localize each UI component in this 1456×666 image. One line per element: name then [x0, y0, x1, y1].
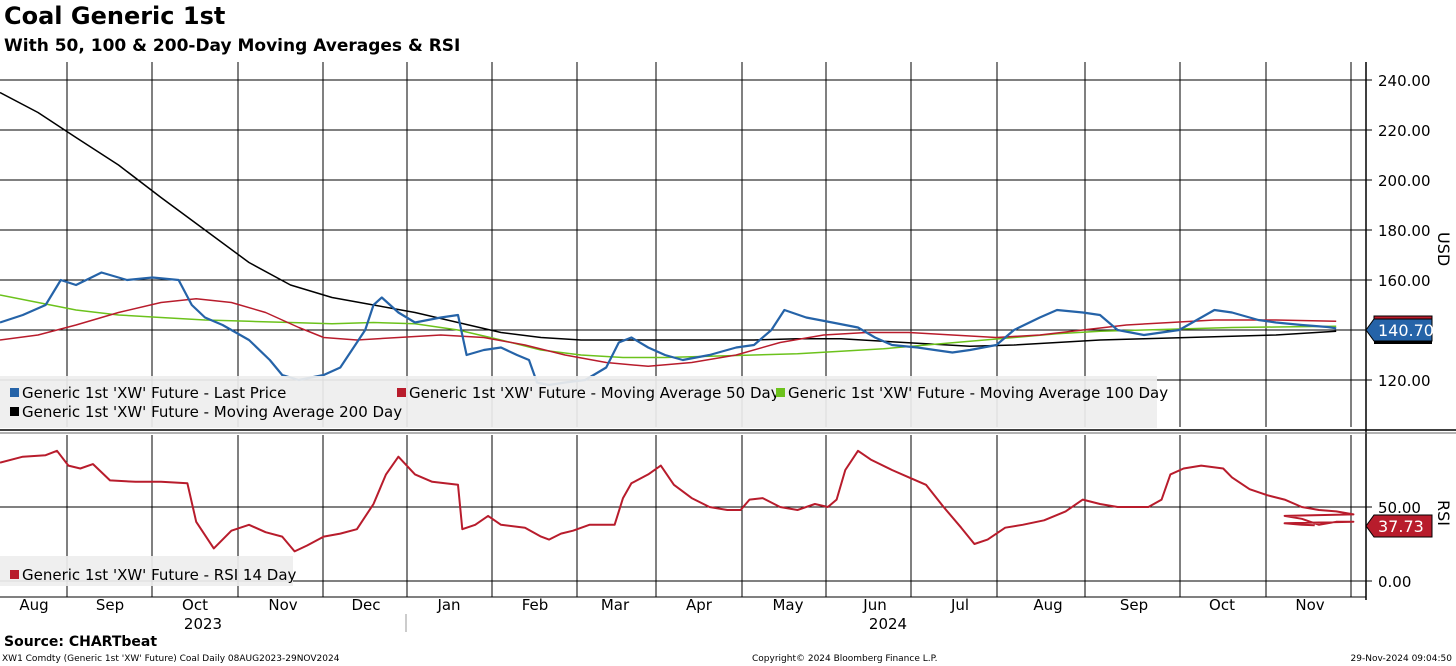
- legend-box-rsi: [0, 556, 293, 586]
- x-year-label: 2024: [869, 615, 907, 633]
- y-axis-title-rsi: RSI: [1434, 500, 1453, 526]
- y-tick-label: 220.00: [1378, 122, 1431, 140]
- last-rsi-tag-text: 37.73: [1378, 517, 1424, 536]
- x-tick-label: May: [772, 596, 803, 614]
- y-tick-label: 120.00: [1378, 372, 1431, 390]
- x-tick-label: Aug: [1033, 596, 1062, 614]
- chart-title: Coal Generic 1st: [4, 2, 226, 30]
- legend-box-price: [0, 376, 1157, 428]
- last-price-tag-text: 140.70: [1378, 321, 1434, 340]
- x-year-label: 2023: [184, 615, 222, 633]
- y-tick-label: 160.00: [1378, 272, 1431, 290]
- series-line-ma100: [0, 294, 1337, 359]
- x-tick-label: Sep: [96, 596, 124, 614]
- x-tick-label: Jan: [436, 596, 460, 614]
- chart-subtitle: With 50, 100 & 200-Day Moving Averages &…: [4, 36, 461, 56]
- x-tick-label: Nov: [268, 596, 297, 614]
- legend-swatch: [397, 388, 406, 397]
- x-tick-label: Jul: [950, 596, 969, 614]
- legend-label: Generic 1st 'XW' Future - Moving Average…: [22, 403, 402, 421]
- series-line-rsi: [0, 449, 1355, 553]
- series-line-last-price: [0, 271, 1337, 387]
- x-tick-label: Feb: [522, 596, 549, 614]
- y-tick-label: 240.00: [1378, 72, 1431, 90]
- y-tick-label: 200.00: [1378, 172, 1431, 190]
- y-axis-title-price: USD: [1434, 232, 1453, 266]
- legend-label: Generic 1st 'XW' Future - Last Price: [22, 384, 286, 402]
- series-line-ma50: [0, 298, 1337, 368]
- timestamp: 29-Nov-2024 09:04:50: [1350, 654, 1452, 664]
- legend-swatch: [10, 570, 19, 579]
- legend-label: Generic 1st 'XW' Future - RSI 14 Day: [22, 566, 297, 584]
- copyright: Copyright© 2024 Bloomberg Finance L.P.: [752, 654, 938, 664]
- chart-marks: 120.00140.00160.00180.00200.00220.00240.…: [0, 72, 1453, 633]
- series-line-ma200: [0, 91, 1337, 348]
- x-tick-label: Apr: [686, 596, 713, 614]
- source-label: Source: CHARTbeat: [4, 634, 158, 650]
- y-tick-label: 180.00: [1378, 222, 1431, 240]
- last-price-tag: 140.70: [1365, 318, 1434, 342]
- x-tick-label: Dec: [351, 596, 380, 614]
- gridlines: [0, 62, 1456, 632]
- legend-label: Generic 1st 'XW' Future - Moving Average…: [409, 384, 780, 402]
- last-rsi-tag-shape: [1365, 514, 1433, 538]
- ticker-meta: XW1 Comdty (Generic 1st 'XW' Future) Coa…: [2, 654, 340, 664]
- legend-label: Generic 1st 'XW' Future - Moving Average…: [788, 384, 1168, 402]
- legend-swatch: [10, 388, 19, 397]
- legend-swatch: [10, 407, 19, 416]
- y-tick-label: 50.00: [1378, 499, 1421, 517]
- legend-swatch: [776, 388, 785, 397]
- last-price-tag-shape: [1365, 318, 1433, 342]
- x-tick-label: Nov: [1295, 596, 1324, 614]
- x-tick-label: Aug: [19, 596, 48, 614]
- x-tick-label: Oct: [1209, 596, 1235, 614]
- x-tick-label: Mar: [601, 596, 630, 614]
- x-tick-label: Sep: [1120, 596, 1148, 614]
- x-tick-label: Jun: [862, 596, 886, 614]
- x-tick-label: Oct: [182, 596, 208, 614]
- last-rsi-tag: 37.73: [1365, 514, 1433, 538]
- y-tick-label: 0.00: [1378, 573, 1411, 591]
